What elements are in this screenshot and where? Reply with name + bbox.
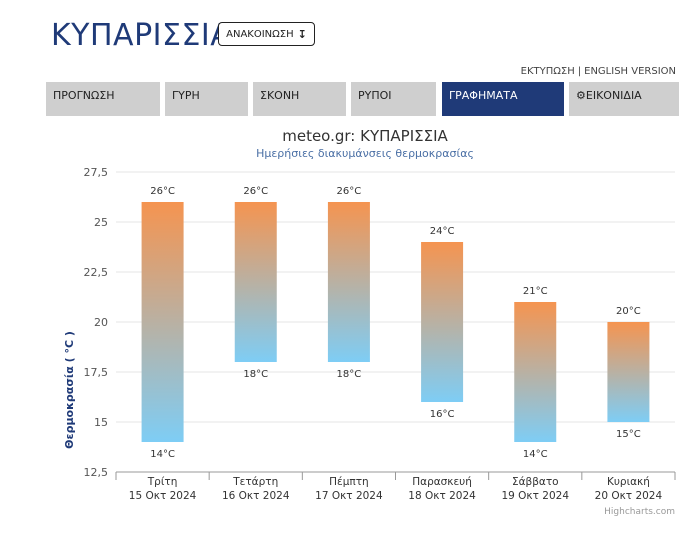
y-tick-label: 25 [94,216,108,229]
chart-credits[interactable]: Highcharts.com [604,507,675,517]
temperature-range-bar [607,322,650,422]
high-temp-label: 26°C [243,186,268,197]
x-tick-day: Πέμπτη [329,476,369,488]
tab-label: ΣΚΟΝΗ [260,89,300,102]
tab-label: ΓΡΑΦΗΜΑΤΑ [449,89,518,102]
print-link[interactable]: ΕΚΤΥΠΩΣΗ [520,66,575,77]
low-temp-label: 18°C [243,369,268,380]
x-tick-day: Κυριακή [607,476,650,488]
chart-subtitle: Ημερήσιες διακυμάνσεις θερμοκρασίας [256,147,474,160]
high-temp-label: 26°C [150,186,175,197]
x-tick-day: Τρίτη [147,476,178,488]
tab-label: ΠΡΟΓΝΩΣΗ [53,89,115,102]
y-tick-label: 27,5 [84,166,109,179]
tab-pollen[interactable]: ΓΥΡΗ [165,82,248,116]
temperature-range-bar [234,202,277,362]
high-temp-label: 24°C [430,226,455,237]
y-axis-title: Θερμοκρασία ( °C ) [63,331,76,449]
link-separator: | [577,66,582,77]
tab-label: ΕΙΚΟΝΙΔΙΑ [585,89,642,102]
high-temp-label: 26°C [337,186,362,197]
tab-forecast[interactable]: ΠΡΟΓΝΩΣΗ [46,82,160,116]
tab-label: ΡΥΠΟΙ [358,89,392,102]
y-tick-label: 22,5 [84,266,109,279]
top-links: ΕΚΤΥΠΩΣΗ | ENGLISH VERSION [521,66,676,77]
y-tick-label: 12,5 [84,466,109,479]
x-tick-date: 20 Οκτ 2024 [595,490,663,502]
x-tick-date: 18 Οκτ 2024 [408,490,476,502]
temperature-chart: meteo.gr: ΚΥΠΑΡΙΣΣΙΑ Ημερήσιες διακυμάνσ… [0,120,689,529]
x-tick-date: 16 Οκτ 2024 [222,490,290,502]
tab-dust[interactable]: ΣΚΟΝΗ [253,82,346,116]
x-tick-day: Παρασκευή [412,476,472,488]
tab-widgets[interactable]: ⚙ΕΙΚΟΝΙΔΙΑ [569,82,679,116]
arrow-down-icon: ↧ [297,27,307,41]
y-tick-label: 15 [94,416,108,429]
tab-label: ΓΥΡΗ [172,89,200,102]
tab-graphs[interactable]: ΓΡΑΦΗΜΑΤΑ [442,82,564,116]
y-tick-label: 20 [94,316,108,329]
temperature-range-bar [327,202,370,362]
low-temp-label: 15°C [616,429,641,440]
page-title: ΚΥΠΑΡΙΣΣΙΑ [51,18,232,53]
announcement-label: ΑΝΑΚΟΙΝΩΣΗ [226,28,294,40]
low-temp-label: 14°C [523,449,548,460]
x-tick-date: 15 Οκτ 2024 [129,490,197,502]
chart-svg: meteo.gr: ΚΥΠΑΡΙΣΣΙΑ Ημερήσιες διακυμάνσ… [63,127,676,517]
high-temp-label: 21°C [523,286,548,297]
chart-title: meteo.gr: ΚΥΠΑΡΙΣΣΙΑ [282,127,448,145]
high-temp-label: 20°C [616,306,641,317]
x-tick-day: Σάββατο [512,476,559,488]
english-version-link[interactable]: ENGLISH VERSION [584,66,676,77]
gear-icon: ⚙ [576,89,586,102]
temperature-range-bar [141,202,184,442]
temperature-range-bar [514,302,557,442]
temperature-range-bar [421,242,464,402]
low-temp-label: 14°C [150,449,175,460]
low-temp-label: 18°C [337,369,362,380]
y-tick-label: 17,5 [84,366,109,379]
low-temp-label: 16°C [430,409,455,420]
x-tick-day: Τετάρτη [232,476,278,488]
x-tick-date: 17 Οκτ 2024 [315,490,383,502]
x-tick-date: 19 Οκτ 2024 [501,490,569,502]
tab-pollutants[interactable]: ΡΥΠΟΙ [351,82,436,116]
announcement-button[interactable]: ΑΝΑΚΟΙΝΩΣΗ ↧ [218,22,315,46]
